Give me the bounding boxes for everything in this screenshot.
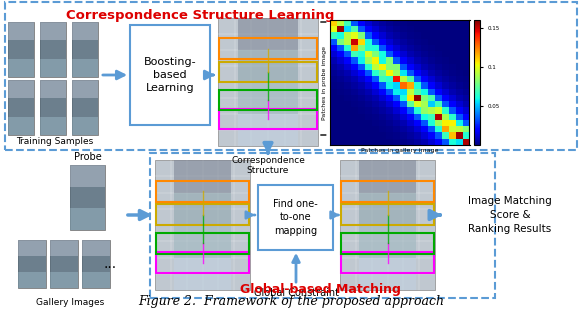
Bar — [219, 90, 317, 110]
Bar — [82, 256, 110, 272]
Bar — [72, 22, 98, 77]
Bar — [70, 208, 105, 230]
Bar — [8, 22, 34, 77]
Bar — [341, 181, 434, 202]
Bar — [70, 165, 105, 187]
Bar — [40, 22, 66, 77]
Bar — [72, 22, 98, 40]
Text: Boosting-
based
Learning: Boosting- based Learning — [144, 57, 196, 93]
Bar — [174, 225, 231, 257]
Bar — [72, 98, 98, 117]
Bar — [8, 80, 34, 135]
Bar — [40, 40, 66, 59]
Bar — [219, 61, 317, 82]
Bar — [174, 160, 231, 193]
Bar — [82, 240, 110, 256]
Bar — [341, 233, 434, 254]
Bar — [5, 2, 577, 150]
Bar — [40, 98, 66, 117]
Bar — [218, 18, 318, 146]
Bar — [155, 160, 250, 290]
Text: Image Matching
Score &
Ranking Results: Image Matching Score & Ranking Results — [468, 196, 552, 234]
Bar — [18, 256, 46, 272]
Bar — [359, 193, 416, 225]
Bar — [40, 59, 66, 77]
Bar — [156, 233, 249, 254]
Bar — [8, 80, 34, 98]
Bar — [72, 117, 98, 135]
Bar — [341, 204, 434, 225]
Bar — [359, 225, 416, 257]
Text: Global Constraint: Global Constraint — [254, 288, 339, 298]
Bar — [72, 40, 98, 59]
Text: Gallery Images: Gallery Images — [36, 298, 104, 307]
Bar — [258, 185, 333, 250]
Bar — [238, 18, 298, 50]
Text: Correspondence Structure Learning: Correspondence Structure Learning — [66, 8, 334, 22]
Bar — [150, 153, 495, 298]
Text: Training Samples: Training Samples — [16, 138, 94, 147]
Bar — [18, 240, 46, 288]
Text: Correspondence
Structure: Correspondence Structure — [231, 156, 305, 175]
Bar — [40, 80, 66, 98]
Bar — [18, 272, 46, 288]
Bar — [359, 160, 416, 193]
Text: ...: ... — [104, 257, 116, 271]
Bar — [8, 59, 34, 77]
Bar — [70, 187, 105, 208]
Bar — [174, 257, 231, 290]
Bar — [82, 240, 110, 288]
Bar — [238, 82, 298, 114]
Y-axis label: Patches in probe image: Patches in probe image — [322, 46, 327, 119]
Bar — [72, 80, 98, 135]
Text: Global-based Matching: Global-based Matching — [240, 284, 400, 296]
Bar — [130, 25, 210, 125]
Bar — [50, 272, 78, 288]
Bar — [340, 160, 435, 290]
Text: Probe: Probe — [74, 152, 101, 162]
Bar — [156, 181, 249, 202]
X-axis label: Patches in gallery image: Patches in gallery image — [361, 148, 438, 153]
Bar — [82, 272, 110, 288]
Bar — [156, 252, 249, 273]
Bar — [50, 256, 78, 272]
Bar — [8, 117, 34, 135]
Text: Find one-
to-one
mapping: Find one- to-one mapping — [273, 199, 318, 236]
Bar — [8, 40, 34, 59]
Bar — [174, 193, 231, 225]
Bar — [40, 117, 66, 135]
Bar — [359, 257, 416, 290]
Bar — [219, 38, 317, 59]
Bar — [70, 165, 105, 230]
Bar — [50, 240, 78, 288]
Text: Figure 2.  Framework of the proposed approach: Figure 2. Framework of the proposed appr… — [138, 295, 444, 309]
Bar — [238, 114, 298, 146]
Bar — [219, 109, 317, 129]
Bar — [50, 240, 78, 256]
Bar — [72, 80, 98, 98]
Bar — [238, 50, 298, 82]
Bar — [156, 204, 249, 225]
Bar — [341, 252, 434, 273]
Bar — [40, 22, 66, 40]
Bar — [18, 240, 46, 256]
Bar — [8, 22, 34, 40]
Bar — [72, 59, 98, 77]
Bar — [40, 80, 66, 135]
Bar — [8, 98, 34, 117]
